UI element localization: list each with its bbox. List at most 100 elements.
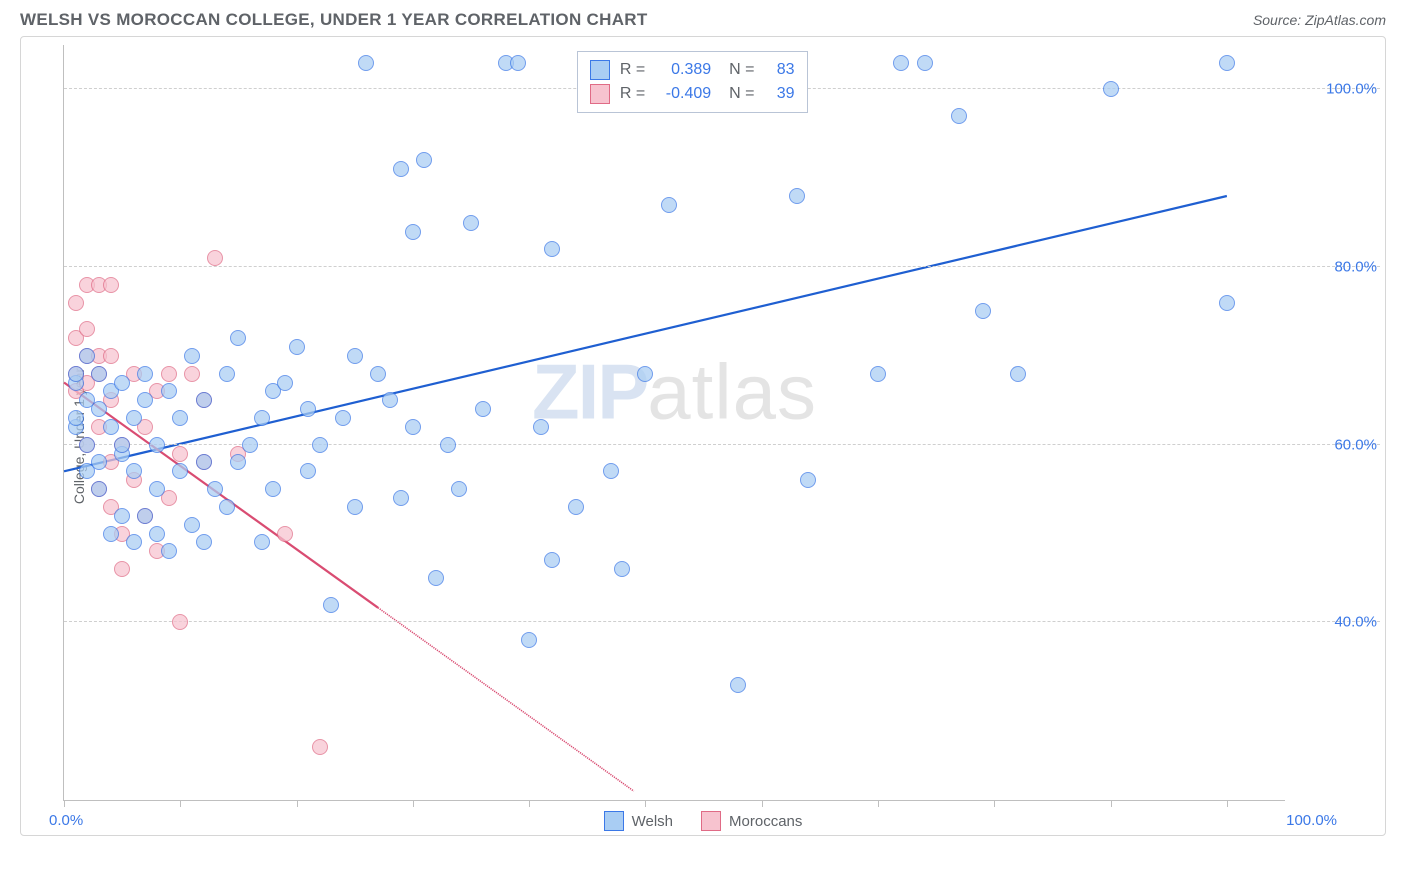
stats-n-label: N = [729,61,754,79]
data-point-welsh [533,419,549,435]
data-point-moroccans [172,614,188,630]
data-point-welsh [463,215,479,231]
data-point-moroccans [277,526,293,542]
data-point-moroccans [68,295,84,311]
data-point-welsh [68,366,84,382]
data-point-welsh [1010,366,1026,382]
legend-bottom: Welsh Moroccans [21,811,1385,831]
stats-box: R =0.389N =83R =-0.409N =39 [577,51,808,113]
data-point-welsh [149,526,165,542]
data-point-moroccans [114,561,130,577]
data-point-welsh [196,454,212,470]
data-point-welsh [521,632,537,648]
gridline [64,444,1380,445]
chart-container: College, Under 1 year ZIPatlas 40.0%60.0… [20,36,1386,836]
data-point-welsh [300,401,316,417]
x-tick [529,800,530,807]
data-point-welsh [149,437,165,453]
data-point-welsh [91,401,107,417]
stats-swatch-welsh [590,60,610,80]
data-point-welsh [126,463,142,479]
data-point-moroccans [103,348,119,364]
watermark-left: ZIP [532,348,647,436]
data-point-welsh [137,508,153,524]
data-point-welsh [975,303,991,319]
data-point-welsh [603,463,619,479]
data-point-welsh [254,534,270,550]
data-point-welsh [114,375,130,391]
chart-header: WELSH VS MOROCCAN COLLEGE, UNDER 1 YEAR … [0,0,1406,36]
chart-source: Source: ZipAtlas.com [1253,12,1386,28]
y-tick-label: 80.0% [1334,259,1377,276]
data-point-welsh [544,552,560,568]
data-point-welsh [137,392,153,408]
data-point-welsh [277,375,293,391]
gridline [64,266,1380,267]
data-point-welsh [172,410,188,426]
data-point-welsh [405,419,421,435]
x-tick [1111,800,1112,807]
stats-r-value-welsh: 0.389 [655,61,711,79]
data-point-welsh [114,508,130,524]
data-point-moroccans [161,366,177,382]
data-point-welsh [91,481,107,497]
data-point-moroccans [79,321,95,337]
data-point-welsh [475,401,491,417]
data-point-moroccans [312,739,328,755]
stats-row-moroccans: R =-0.409N =39 [590,82,795,106]
stats-row-welsh: R = 0.389 N = 83 [590,58,795,82]
legend-label-welsh: Welsh [632,813,673,830]
x-tick [762,800,763,807]
data-point-welsh [451,481,467,497]
data-point-welsh [126,534,142,550]
data-point-welsh [917,55,933,71]
data-point-welsh [149,481,165,497]
data-point-welsh [207,481,223,497]
data-point-welsh [405,224,421,240]
stats-n-label: N = [729,85,754,103]
data-point-welsh [347,348,363,364]
data-point-welsh [184,517,200,533]
x-tick [994,800,995,807]
stats-r-label: R = [620,85,645,103]
data-point-welsh [393,161,409,177]
trend-lines [64,45,1285,800]
stats-r-label: R = [620,61,645,79]
data-point-welsh [416,152,432,168]
data-point-welsh [661,197,677,213]
data-point-welsh [614,561,630,577]
data-point-welsh [230,454,246,470]
x-tick [413,800,414,807]
data-point-welsh [126,410,142,426]
x-tick [878,800,879,807]
data-point-welsh [103,526,119,542]
y-tick-label: 100.0% [1326,81,1377,98]
data-point-welsh [1219,55,1235,71]
data-point-welsh [323,597,339,613]
x-tick [64,800,65,807]
x-tick [297,800,298,807]
data-point-welsh [730,677,746,693]
legend-label-moroccans: Moroccans [729,813,802,830]
y-tick-label: 40.0% [1334,614,1377,631]
y-tick-label: 60.0% [1334,436,1377,453]
data-point-welsh [568,499,584,515]
stats-n-value-welsh: 83 [765,61,795,79]
legend-item-moroccans: Moroccans [701,811,802,831]
data-point-welsh [219,366,235,382]
x-tick [180,800,181,807]
data-point-welsh [103,419,119,435]
data-point-welsh [800,472,816,488]
data-point-welsh [161,383,177,399]
plot-area: ZIPatlas 40.0%60.0%80.0%100.0%R =0.389N … [63,45,1285,801]
stats-swatch-moroccans [590,84,610,104]
data-point-welsh [184,348,200,364]
legend-item-welsh: Welsh [604,811,673,831]
data-point-moroccans [184,366,200,382]
data-point-welsh [242,437,258,453]
data-point-welsh [870,366,886,382]
data-point-welsh [335,410,351,426]
data-point-welsh [114,437,130,453]
data-point-welsh [230,330,246,346]
stats-r-value-moroccans: -0.409 [655,85,711,103]
